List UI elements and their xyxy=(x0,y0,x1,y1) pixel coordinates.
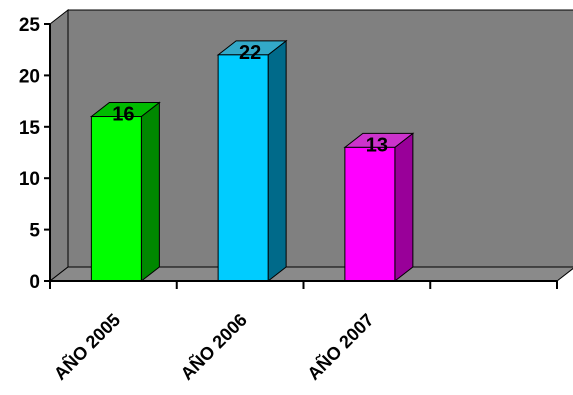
data-label: 16 xyxy=(112,104,134,126)
x-tick-label: AÑO 2007 xyxy=(303,309,378,384)
bar-front xyxy=(344,146,396,282)
x-tick-label: AÑO 2005 xyxy=(49,309,124,384)
bar-side xyxy=(140,101,160,283)
bar-3 xyxy=(343,132,415,283)
y-tick-label: 15 xyxy=(19,118,41,139)
bar-1 xyxy=(89,101,161,283)
axes-layer: 0 5 10 15 20 25 xyxy=(19,15,558,293)
y-tick-label: 10 xyxy=(19,169,40,190)
y-tick-label: 5 xyxy=(29,221,40,242)
bar-side xyxy=(394,132,414,283)
data-label: 13 xyxy=(366,134,388,156)
y-tick-label: 25 xyxy=(19,15,41,36)
bar-2 xyxy=(216,39,288,283)
y-tick-label: 20 xyxy=(19,66,40,87)
x-tick-label: AÑO 2006 xyxy=(176,309,251,384)
data-label: 22 xyxy=(239,42,261,64)
bar-front xyxy=(90,116,142,282)
y-tick-label: 0 xyxy=(29,272,40,293)
left-wall xyxy=(49,8,69,283)
plot-area xyxy=(48,8,573,283)
bar-side xyxy=(267,39,287,283)
bars-layer xyxy=(89,39,415,283)
bar-front xyxy=(217,54,269,282)
